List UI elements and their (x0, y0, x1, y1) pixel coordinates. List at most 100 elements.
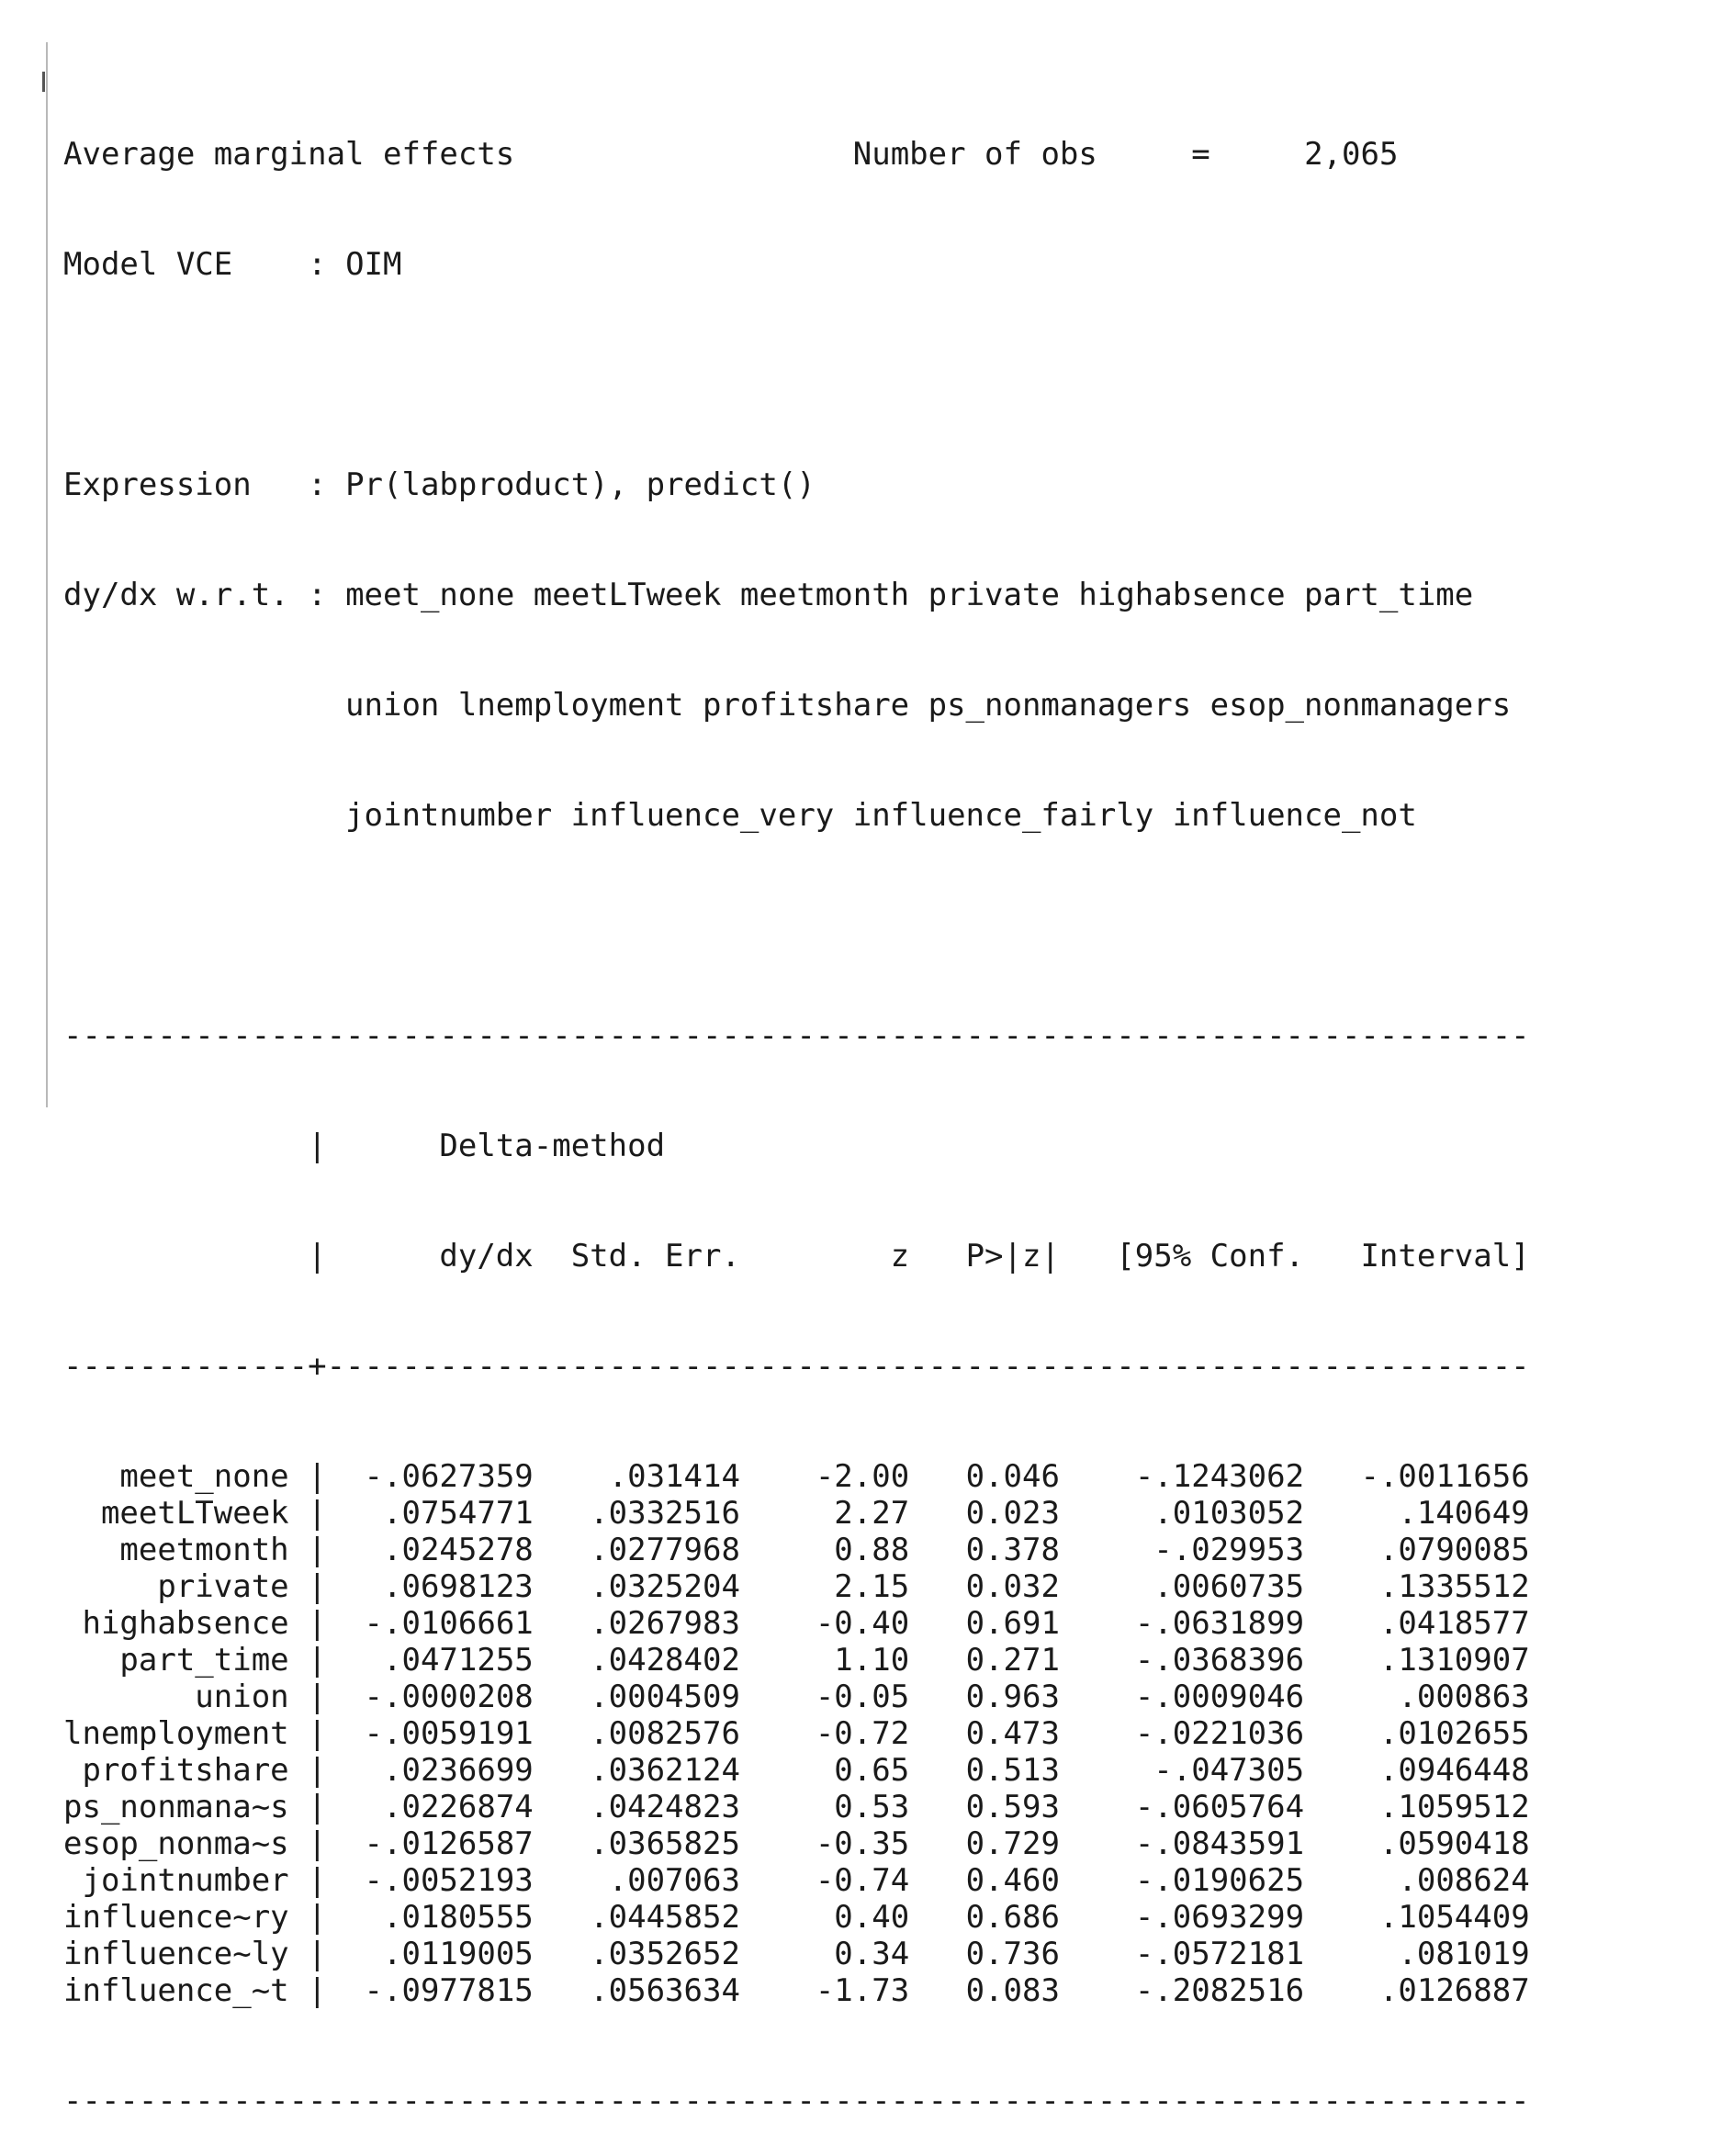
cell-dydx: .0236699 (326, 1752, 534, 1789)
cell-p-value: 0.729 (909, 1825, 1060, 1862)
table-row: union | -.0000208 .0004509 -0.05 0.963 -… (63, 1679, 1530, 1715)
column-separator: | (288, 1568, 327, 1605)
column-separator: | (288, 1789, 327, 1825)
expression-value: Pr(labproduct), predict() (345, 466, 816, 503)
cell-dydx: .0698123 (326, 1568, 534, 1605)
cell-ci-lower: -.0843591 (1059, 1825, 1305, 1862)
cell-dydx: .0119005 (326, 1936, 534, 1972)
table-row: influence_~t | -.0977815 .0563634 -1.73 … (63, 1972, 1530, 2009)
cell-ci-upper: .1310907 (1304, 1642, 1530, 1679)
cell-ci-upper: .081019 (1304, 1936, 1530, 1972)
cell-p-value: 0.513 (909, 1752, 1060, 1789)
cell-p-value: 0.271 (909, 1642, 1060, 1679)
cell-ci-upper: .0946448 (1304, 1752, 1530, 1789)
cell-z: -0.35 (739, 1825, 910, 1862)
row-label: influence_~t (63, 1972, 289, 2009)
cell-dydx: .0471255 (326, 1642, 534, 1679)
column-header: Std. Err. (533, 1238, 740, 1275)
column-separator: | (288, 1679, 327, 1715)
cell-ci-upper: .0126887 (1304, 1972, 1530, 2009)
cell-std-err: .0563634 (533, 1972, 740, 2009)
table-row: private | .0698123 .0325204 2.15 0.032 .… (63, 1568, 1530, 1605)
cell-ci-lower: -.0605764 (1059, 1789, 1305, 1825)
cell-ci-upper: .000863 (1304, 1679, 1530, 1715)
column-separator: | (288, 1642, 327, 1679)
column-separator: | (288, 1972, 327, 2009)
vce-label: Model VCE (63, 246, 233, 283)
editor-left-border (46, 42, 48, 1107)
nobs-equals: = (1191, 136, 1210, 173)
cell-ci-upper: -.0011656 (1304, 1458, 1530, 1495)
cell-ci-lower: -.1243062 (1059, 1458, 1305, 1495)
cell-std-err: .0004509 (533, 1679, 740, 1715)
cell-ci-upper: .0102655 (1304, 1715, 1530, 1752)
text-cursor (42, 72, 45, 92)
cell-std-err: .0352652 (533, 1936, 740, 1972)
wrt-variables: meet_none meetLTweek meetmonth private h… (345, 577, 1474, 613)
row-label: private (63, 1568, 289, 1605)
cell-p-value: 0.378 (909, 1532, 1060, 1568)
cell-ci-lower: -.0572181 (1059, 1936, 1305, 1972)
cell-ci-lower: -.0693299 (1059, 1899, 1305, 1936)
cell-std-err: .0362124 (533, 1752, 740, 1789)
expression-label: Expression (63, 466, 252, 503)
cell-dydx: -.0627359 (326, 1458, 534, 1495)
cell-z: 0.40 (739, 1899, 910, 1936)
cell-p-value: 0.083 (909, 1972, 1060, 2009)
cell-z: -0.40 (739, 1605, 910, 1642)
cell-z: 0.65 (739, 1752, 910, 1789)
cell-z: -2.00 (739, 1458, 910, 1495)
column-header: Interval] (1304, 1238, 1530, 1275)
vce-line: Model VCE : OIM (63, 246, 1530, 283)
stub: | (63, 1128, 440, 1164)
cell-ci-upper: .1335512 (1304, 1568, 1530, 1605)
wrt-label: dy/dx w.r.t. (63, 577, 289, 613)
cell-z: -0.72 (739, 1715, 910, 1752)
title-line: Average marginal effects Number of obs =… (63, 136, 1530, 173)
column-separator: | (288, 1825, 327, 1862)
pad: : (288, 577, 346, 613)
cell-ci-upper: .140649 (1304, 1495, 1530, 1532)
cell-z: -0.05 (739, 1679, 910, 1715)
column-separator: | (288, 1752, 327, 1789)
cell-z: 0.88 (739, 1532, 910, 1568)
row-label: jointnumber (63, 1862, 289, 1899)
cell-dydx: .0245278 (326, 1532, 534, 1568)
row-label: meetmonth (63, 1532, 289, 1568)
cell-z: 0.53 (739, 1789, 910, 1825)
table-bottom-rule: ----------------------------------------… (63, 2083, 1530, 2119)
column-header: P>|z| (909, 1238, 1060, 1275)
blank-line (63, 907, 1530, 944)
table-row: lnemployment | -.0059191 .0082576 -0.72 … (63, 1715, 1530, 1752)
cell-ci-lower: -.047305 (1059, 1752, 1305, 1789)
row-label: ps_nonmana~s (63, 1789, 289, 1825)
wrt-variables: jointnumber influence_very influence_fai… (345, 797, 1417, 834)
cell-z: 2.27 (739, 1495, 910, 1532)
table-top-rule: ----------------------------------------… (63, 1017, 1530, 1054)
cell-ci-lower: .0060735 (1059, 1568, 1305, 1605)
column-header: dy/dx (326, 1238, 534, 1275)
column-separator: | (288, 1715, 327, 1752)
pad (1210, 136, 1304, 173)
table-row: highabsence | -.0106661 .0267983 -0.40 0… (63, 1605, 1530, 1642)
cell-z: 2.15 (739, 1568, 910, 1605)
cell-std-err: .0428402 (533, 1642, 740, 1679)
cell-std-err: .0325204 (533, 1568, 740, 1605)
column-separator: | (288, 1495, 327, 1532)
cell-dydx: .0226874 (326, 1789, 534, 1825)
table-row: jointnumber | -.0052193 .007063 -0.74 0.… (63, 1862, 1529, 1899)
nobs-value: 2,065 (1304, 136, 1399, 173)
cell-std-err: .0445852 (533, 1899, 740, 1936)
stub: | (63, 1238, 327, 1275)
row-label: meet_none (63, 1458, 289, 1495)
row-label: profitshare (63, 1752, 289, 1789)
cell-dydx: .0180555 (326, 1899, 534, 1936)
cell-p-value: 0.032 (909, 1568, 1060, 1605)
row-label: part_time (63, 1642, 289, 1679)
cell-ci-upper: .0418577 (1304, 1605, 1530, 1642)
table-body: meet_none | -.0627359 .031414 -2.00 0.04… (63, 1458, 1530, 2009)
cell-ci-lower: -.0631899 (1059, 1605, 1305, 1642)
cell-ci-lower: -.0368396 (1059, 1642, 1305, 1679)
cell-p-value: 0.473 (909, 1715, 1060, 1752)
cell-ci-lower: .0103052 (1059, 1495, 1305, 1532)
